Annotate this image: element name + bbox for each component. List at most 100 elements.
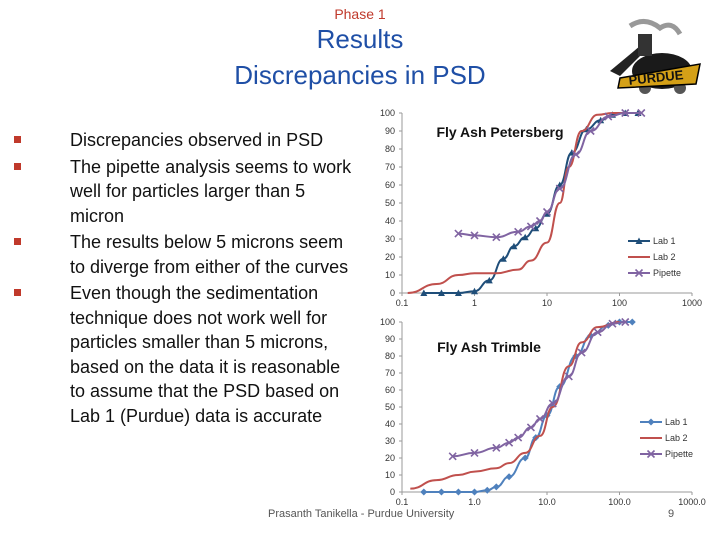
legend-marker bbox=[646, 449, 656, 459]
y-tick-label: 70 bbox=[385, 368, 395, 378]
y-tick-label: 0 bbox=[390, 288, 395, 298]
data-point bbox=[492, 483, 500, 491]
data-point bbox=[526, 423, 535, 432]
y-tick-label: 90 bbox=[385, 334, 395, 344]
bullet-text: Discrepancies observed in PSD bbox=[70, 130, 324, 150]
data-point bbox=[577, 348, 586, 357]
data-point bbox=[454, 289, 462, 296]
data-point bbox=[471, 488, 478, 496]
slide-title-line2: Discrepancies in PSD bbox=[234, 60, 486, 90]
y-tick-label: 80 bbox=[385, 144, 395, 154]
y-tick-label: 40 bbox=[385, 419, 395, 429]
page-number: 9 bbox=[668, 508, 675, 520]
data-point bbox=[535, 216, 545, 226]
bullet-marker bbox=[14, 238, 21, 245]
series-line-lab-2 bbox=[410, 321, 620, 490]
y-tick-label: 0 bbox=[390, 487, 395, 497]
x-tick-label: 0.1 bbox=[396, 497, 409, 507]
data-point bbox=[597, 116, 605, 124]
bullet-item: The pipette analysis seems to work well … bbox=[14, 155, 354, 229]
data-point bbox=[448, 452, 457, 461]
y-tick-label: 100 bbox=[380, 108, 395, 118]
y-tick-label: 100 bbox=[380, 317, 395, 327]
y-tick-label: 10 bbox=[385, 270, 395, 280]
y-tick-label: 10 bbox=[385, 470, 395, 480]
data-point bbox=[470, 231, 479, 240]
data-point bbox=[586, 126, 595, 136]
legend-label: Lab 2 bbox=[665, 433, 688, 443]
y-tick-label: 20 bbox=[385, 252, 395, 262]
data-point bbox=[510, 242, 518, 250]
y-tick-label: 30 bbox=[385, 436, 395, 446]
bullet-text: The pipette analysis seems to work well … bbox=[70, 156, 352, 226]
x-tick-label: 1 bbox=[472, 298, 477, 308]
data-point bbox=[437, 488, 445, 496]
y-tick-label: 80 bbox=[385, 351, 395, 361]
footer-text: Prasanth Tanikella - Purdue University bbox=[268, 508, 455, 520]
slide-title-line1: Results bbox=[316, 24, 404, 54]
data-point bbox=[543, 210, 551, 217]
data-point bbox=[571, 150, 580, 159]
data-point bbox=[492, 443, 501, 452]
data-point bbox=[514, 433, 523, 442]
data-point bbox=[420, 488, 428, 496]
data-point bbox=[621, 108, 630, 118]
purdue-train-logo: PURDUE bbox=[610, 19, 701, 94]
data-point bbox=[555, 184, 564, 193]
x-tick-label: 100 bbox=[612, 298, 627, 308]
data-point bbox=[521, 454, 529, 462]
data-point bbox=[521, 233, 529, 241]
x-tick-label: 10.0 bbox=[538, 497, 556, 507]
series-line-lab-1 bbox=[423, 112, 638, 295]
logo-text: PURDUE bbox=[628, 67, 684, 88]
y-tick-label: 20 bbox=[385, 453, 395, 463]
legend-label: Lab 2 bbox=[653, 252, 676, 262]
legend-marker bbox=[634, 268, 644, 278]
x-tick-label: 1.0 bbox=[468, 497, 481, 507]
data-point bbox=[454, 229, 463, 238]
phase-label: Phase 1 bbox=[334, 6, 386, 22]
data-point bbox=[492, 233, 501, 242]
data-point bbox=[548, 399, 557, 408]
series-line-lab-2 bbox=[407, 112, 642, 294]
data-point bbox=[564, 372, 573, 381]
data-point bbox=[535, 414, 545, 423]
data-point bbox=[485, 276, 493, 284]
bullet-marker bbox=[14, 289, 21, 296]
data-point bbox=[628, 318, 636, 326]
y-tick-label: 50 bbox=[385, 402, 395, 412]
legend-marker bbox=[635, 237, 643, 244]
x-tick-label: 1000.0 bbox=[678, 497, 706, 507]
y-tick-label: 50 bbox=[385, 198, 395, 208]
y-tick-label: 70 bbox=[385, 162, 395, 172]
data-point bbox=[437, 289, 445, 296]
data-point bbox=[526, 222, 535, 231]
chart-title: Fly Ash Petersberg bbox=[436, 124, 563, 140]
x-tick-label: 10 bbox=[542, 298, 552, 308]
data-point bbox=[454, 488, 462, 496]
data-point bbox=[514, 227, 523, 236]
data-point bbox=[471, 287, 478, 295]
y-tick-label: 30 bbox=[385, 234, 395, 244]
data-point bbox=[505, 438, 514, 447]
data-point bbox=[621, 317, 630, 327]
y-tick-label: 60 bbox=[385, 180, 395, 190]
bullet-item: Discrepancies observed in PSD bbox=[14, 128, 354, 153]
data-point bbox=[542, 207, 552, 217]
bullet-text: Even though the sedimentation technique … bbox=[70, 283, 341, 426]
legend-label: Pipette bbox=[653, 268, 681, 278]
bullet-marker bbox=[14, 136, 21, 143]
data-point bbox=[470, 448, 479, 457]
y-tick-label: 60 bbox=[385, 385, 395, 395]
legend-label: Lab 1 bbox=[653, 236, 676, 246]
data-point bbox=[499, 255, 507, 262]
legend-label: Pipette bbox=[665, 449, 693, 459]
bullet-item: Even though the sedimentation technique … bbox=[14, 281, 354, 428]
data-point bbox=[637, 108, 646, 118]
x-tick-label: 100.0 bbox=[608, 497, 631, 507]
y-tick-label: 40 bbox=[385, 216, 395, 226]
data-point bbox=[604, 112, 613, 121]
bullet-marker bbox=[14, 162, 21, 170]
data-point bbox=[483, 486, 491, 494]
